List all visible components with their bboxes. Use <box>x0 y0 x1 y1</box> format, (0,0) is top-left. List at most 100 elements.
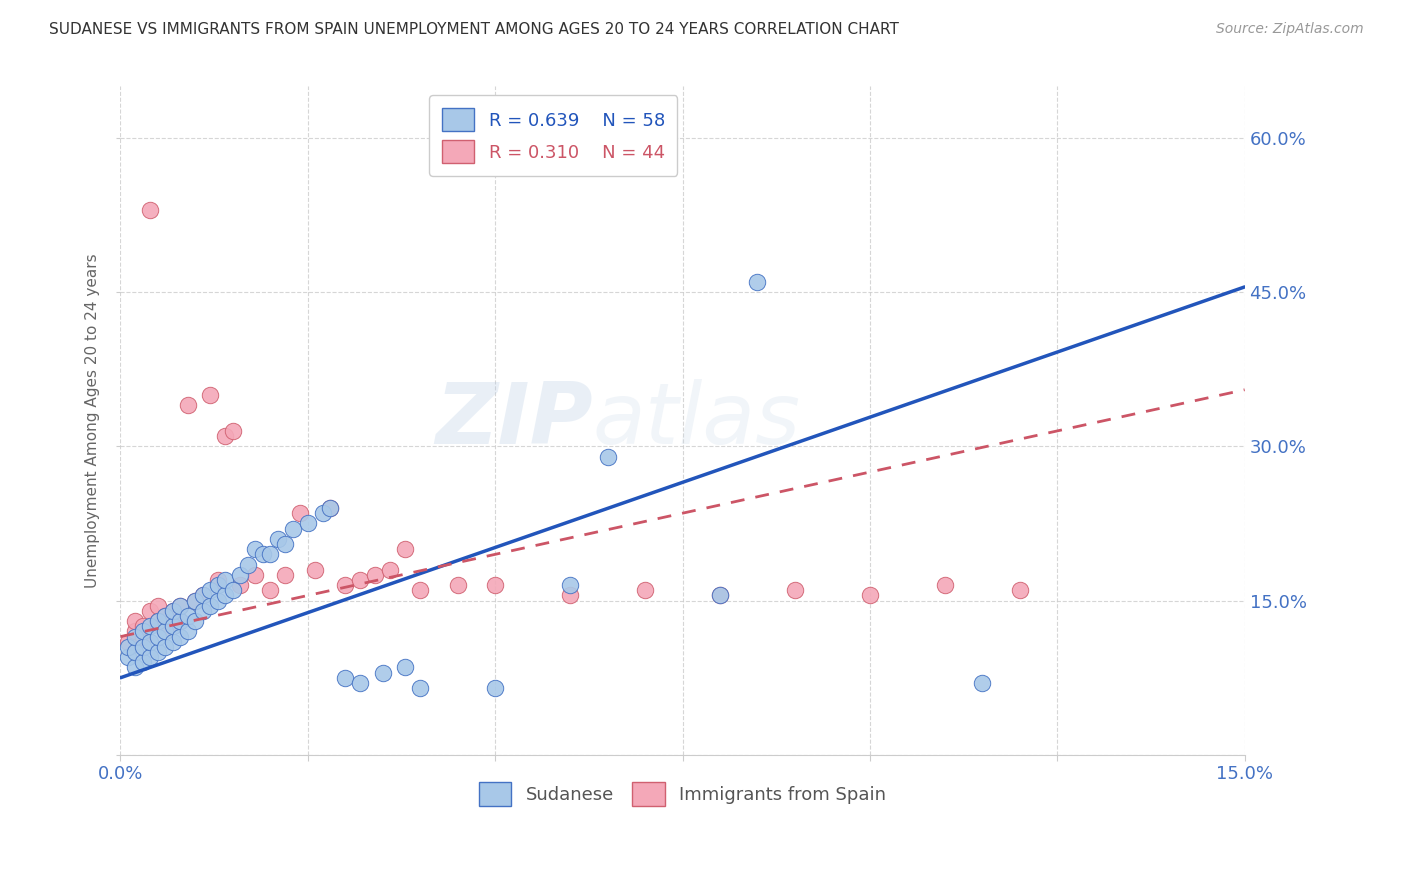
Point <box>200 583 222 598</box>
Point <box>191 589 214 603</box>
Point <box>139 202 162 217</box>
Point <box>162 604 184 618</box>
Point <box>484 681 506 695</box>
Point <box>132 630 155 644</box>
Point <box>319 501 342 516</box>
Point <box>169 599 191 613</box>
Point <box>162 634 184 648</box>
Point <box>132 656 155 670</box>
Point <box>146 630 169 644</box>
Point <box>281 522 304 536</box>
Point <box>162 619 184 633</box>
Point <box>132 624 155 639</box>
Point <box>972 676 994 690</box>
Point <box>184 614 207 628</box>
Point <box>146 645 169 659</box>
Point <box>394 542 416 557</box>
Point <box>312 506 335 520</box>
Point <box>117 640 139 654</box>
Point <box>214 573 236 587</box>
Point <box>274 537 297 551</box>
Point <box>747 275 769 289</box>
Point <box>177 398 200 412</box>
Point <box>371 665 394 680</box>
Point <box>124 614 146 628</box>
Point <box>191 589 214 603</box>
Text: SUDANESE VS IMMIGRANTS FROM SPAIN UNEMPLOYMENT AMONG AGES 20 TO 24 YEARS CORRELA: SUDANESE VS IMMIGRANTS FROM SPAIN UNEMPL… <box>49 22 898 37</box>
Point <box>252 547 274 561</box>
Point <box>139 604 162 618</box>
Point <box>222 424 245 438</box>
Point <box>934 578 956 592</box>
Point <box>207 593 229 607</box>
Point <box>1008 583 1031 598</box>
Point <box>207 578 229 592</box>
Point <box>155 624 177 639</box>
Point <box>245 568 267 582</box>
Point <box>335 671 357 685</box>
Point <box>349 676 371 690</box>
Point <box>139 650 162 665</box>
Point <box>335 578 357 592</box>
Point <box>124 624 146 639</box>
Point <box>245 542 267 557</box>
Point <box>124 660 146 674</box>
Point <box>184 593 207 607</box>
Point <box>558 589 581 603</box>
Point <box>139 619 162 633</box>
Point <box>319 501 342 516</box>
Legend: Sudanese, Immigrants from Spain: Sudanese, Immigrants from Spain <box>472 775 893 813</box>
Point <box>409 681 432 695</box>
Point <box>596 450 619 464</box>
Point <box>236 558 259 572</box>
Point <box>169 599 191 613</box>
Point <box>184 593 207 607</box>
Point <box>169 614 191 628</box>
Point <box>177 624 200 639</box>
Point <box>214 589 236 603</box>
Point <box>155 609 177 624</box>
Point <box>222 583 245 598</box>
Point <box>207 573 229 587</box>
Point <box>558 578 581 592</box>
Point <box>349 573 371 587</box>
Point <box>124 645 146 659</box>
Point <box>484 578 506 592</box>
Point <box>259 583 281 598</box>
Point <box>259 547 281 561</box>
Point <box>709 589 731 603</box>
Y-axis label: Unemployment Among Ages 20 to 24 years: Unemployment Among Ages 20 to 24 years <box>86 253 100 588</box>
Point <box>191 604 214 618</box>
Point <box>169 614 191 628</box>
Point <box>297 516 319 531</box>
Point <box>304 563 326 577</box>
Point <box>274 568 297 582</box>
Point <box>394 660 416 674</box>
Point <box>117 634 139 648</box>
Point <box>447 578 470 592</box>
Point <box>859 589 882 603</box>
Point <box>155 609 177 624</box>
Point <box>162 604 184 618</box>
Point <box>155 624 177 639</box>
Point <box>380 563 402 577</box>
Point <box>162 619 184 633</box>
Text: ZIP: ZIP <box>434 379 592 462</box>
Point <box>229 578 252 592</box>
Text: atlas: atlas <box>592 379 800 462</box>
Point <box>229 568 252 582</box>
Point <box>267 532 290 546</box>
Point <box>364 568 387 582</box>
Point <box>124 630 146 644</box>
Point <box>169 630 191 644</box>
Text: Source: ZipAtlas.com: Source: ZipAtlas.com <box>1216 22 1364 37</box>
Point <box>146 599 169 613</box>
Point <box>214 429 236 443</box>
Point <box>146 614 169 628</box>
Point <box>155 640 177 654</box>
Point <box>709 589 731 603</box>
Point <box>783 583 806 598</box>
Point <box>132 619 155 633</box>
Point <box>290 506 312 520</box>
Point <box>146 614 169 628</box>
